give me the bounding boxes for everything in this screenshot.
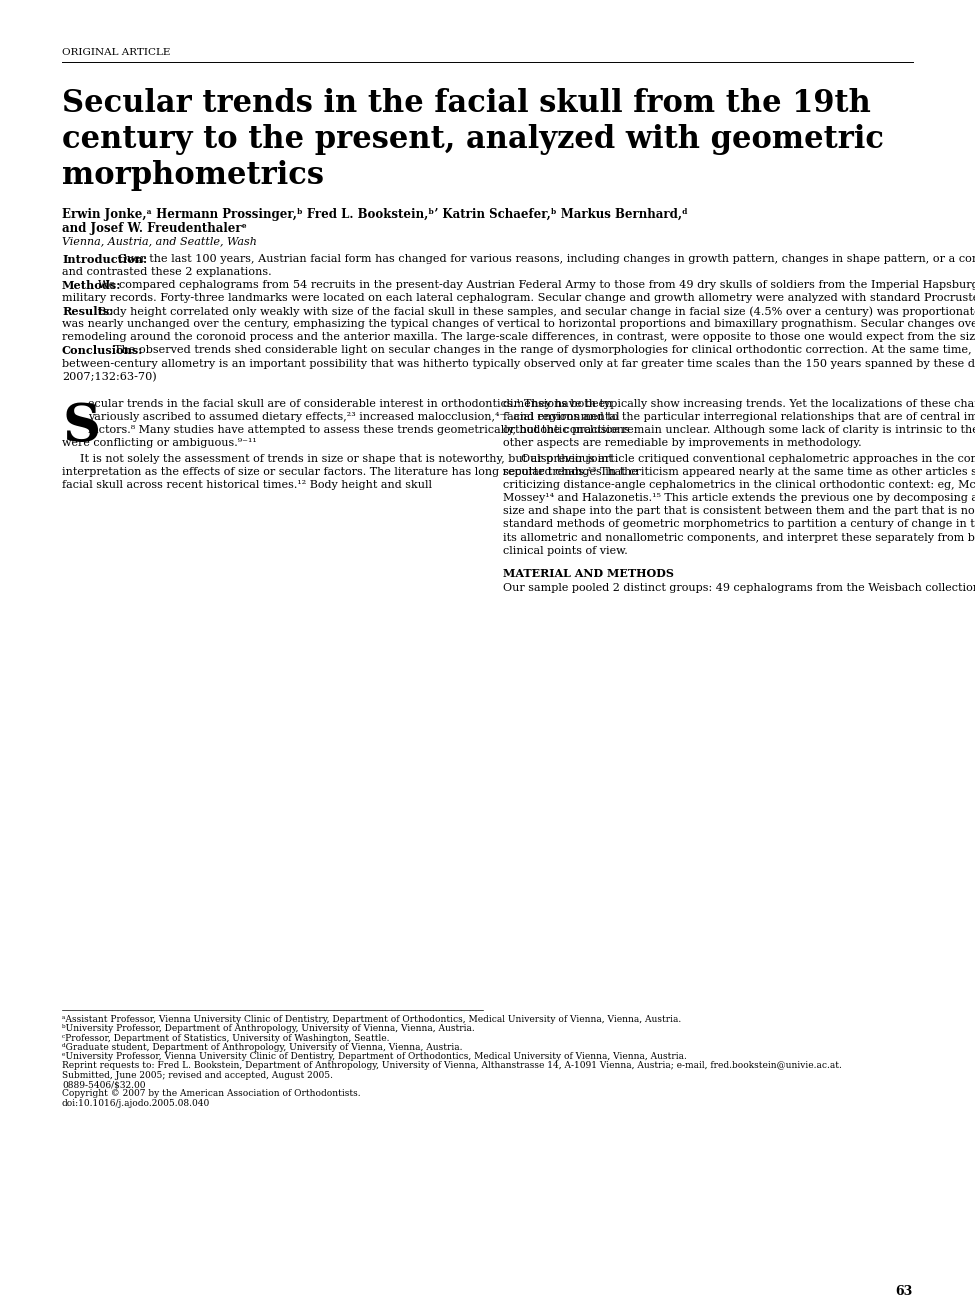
Text: Vienna, Austria, and Seattle, Wash: Vienna, Austria, and Seattle, Wash xyxy=(62,236,256,247)
Text: MATERIAL AND METHODS: MATERIAL AND METHODS xyxy=(503,568,674,578)
Text: Secular trends in the facial skull from the 19th: Secular trends in the facial skull from … xyxy=(62,87,871,119)
Text: 0889-5406/$32.00: 0889-5406/$32.00 xyxy=(62,1081,145,1090)
Text: ᵃAssistant Professor, Vienna University Clinic of Dentistry, Department of Ortho: ᵃAssistant Professor, Vienna University … xyxy=(62,1015,682,1024)
Text: ᵈGraduate student, Department of Anthropology, University of Vienna, Vienna, Aus: ᵈGraduate student, Department of Anthrop… xyxy=(62,1043,462,1052)
Text: Reprint requests to: Fred L. Bookstein, Department of Anthropology, University o: Reprint requests to: Fred L. Bookstein, … xyxy=(62,1061,841,1070)
Text: It is not solely the assessment of trends in size or shape that is noteworthy, b: It is not solely the assessment of trend… xyxy=(80,454,613,463)
Text: ecular trends in the facial skull are of considerable interest in orthodontics.¹: ecular trends in the facial skull are of… xyxy=(88,398,612,408)
Text: and Josef W. Freudenthalerᵉ: and Josef W. Freudenthalerᵉ xyxy=(62,222,247,235)
Text: ᵇUniversity Professor, Department of Anthropology, University of Vienna, Vienna,: ᵇUniversity Professor, Department of Ant… xyxy=(62,1024,475,1034)
Text: remodeling around the coronoid process and the anterior maxilla. The large-scale: remodeling around the coronoid process a… xyxy=(62,333,975,342)
Text: Copyright © 2007 by the American Association of Orthodontists.: Copyright © 2007 by the American Associa… xyxy=(62,1090,361,1099)
Text: S: S xyxy=(62,401,100,452)
Text: Conclusions:: Conclusions: xyxy=(62,346,143,356)
Text: Our sample pooled 2 distinct groups: 49 cephalograms from the Weisbach collectio: Our sample pooled 2 distinct groups: 49 … xyxy=(503,583,975,592)
Text: facial regions and to the particular interregional relationships that are of cen: facial regions and to the particular int… xyxy=(503,411,975,422)
Text: secular trends.¹³ That criticism appeared nearly at the same time as other artic: secular trends.¹³ That criticism appeare… xyxy=(503,467,975,478)
Text: century to the present, analyzed with geometric: century to the present, analyzed with ge… xyxy=(62,124,884,155)
Text: military records. Forty-three landmarks were located on each lateral cephalogram: military records. Forty-three landmarks … xyxy=(62,294,975,303)
Text: morphometrics: morphometrics xyxy=(62,161,324,191)
Text: variously ascribed to assumed dietary effects,²³ increased malocclusion,⁴⁻⁷ and : variously ascribed to assumed dietary ef… xyxy=(88,411,619,422)
Text: Body height correlated only weakly with size of the facial skull in these sample: Body height correlated only weakly with … xyxy=(98,307,975,317)
Text: doi:10.1016/j.ajodo.2005.08.040: doi:10.1016/j.ajodo.2005.08.040 xyxy=(62,1099,211,1108)
Text: Mossey¹⁴ and Halazonetis.¹⁵ This article extends the previous one by decomposing: Mossey¹⁴ and Halazonetis.¹⁵ This article… xyxy=(503,493,975,504)
Text: dimensions both typically show increasing trends. Yet the localizations of these: dimensions both typically show increasin… xyxy=(503,398,975,408)
Text: We compared cephalograms from 54 recruits in the present-day Austrian Federal Ar: We compared cephalograms from 54 recruit… xyxy=(98,281,975,290)
Text: Our previous article critiqued conventional cephalometric approaches in the cont: Our previous article critiqued conventio… xyxy=(521,454,975,463)
Text: were conflicting or ambiguous.⁹⁻¹¹: were conflicting or ambiguous.⁹⁻¹¹ xyxy=(62,437,256,448)
Text: Over the last 100 years, Austrian facial form has changed for various reasons, i: Over the last 100 years, Austrian facial… xyxy=(118,254,975,264)
Text: The observed trends shed considerable light on secular changes in the range of d: The observed trends shed considerable li… xyxy=(114,346,975,355)
Text: Methods:: Methods: xyxy=(62,281,121,291)
Text: factors.⁸ Many studies have attempted to assess these trends geometrically, but : factors.⁸ Many studies have attempted to… xyxy=(88,424,630,435)
Text: Erwin Jonke,ᵃ Hermann Prossinger,ᵇ Fred L. Bookstein,ᵇʼ Katrin Schaefer,ᵇ Markus: Erwin Jonke,ᵃ Hermann Prossinger,ᵇ Fred … xyxy=(62,207,688,221)
Text: clinical points of view.: clinical points of view. xyxy=(503,545,628,556)
Text: Submitted, June 2005; revised and accepted, August 2005.: Submitted, June 2005; revised and accept… xyxy=(62,1071,333,1079)
Text: other aspects are remediable by improvements in methodology.: other aspects are remediable by improvem… xyxy=(503,437,862,448)
Text: Results:: Results: xyxy=(62,307,113,317)
Text: ᵉUniversity Professor, Vienna University Clinic of Dentistry, Department of Orth: ᵉUniversity Professor, Vienna University… xyxy=(62,1052,686,1061)
Text: facial skull across recent historical times.¹² Body height and skull: facial skull across recent historical ti… xyxy=(62,480,432,491)
Text: criticizing distance-angle cephalometrics in the clinical orthodontic context: e: criticizing distance-angle cephalometric… xyxy=(503,480,975,491)
Text: orthodontic practice remain unclear. Although some lack of clarity is intrinsic : orthodontic practice remain unclear. Alt… xyxy=(503,424,975,435)
Text: was nearly unchanged over the century, emphasizing the typical changes of vertic: was nearly unchanged over the century, e… xyxy=(62,320,975,329)
Text: Introduction:: Introduction: xyxy=(62,254,147,265)
Text: size and shape into the part that is consistent between them and the part that i: size and shape into the part that is con… xyxy=(503,506,975,517)
Text: 63: 63 xyxy=(896,1285,913,1298)
Text: between-century allometry is an important possibility that was hitherto typicall: between-century allometry is an importan… xyxy=(62,359,975,369)
Text: interpretation as the effects of size or secular factors. The literature has lon: interpretation as the effects of size or… xyxy=(62,467,638,478)
Text: its allometric and nonallometric components, and interpret these separately from: its allometric and nonallometric compone… xyxy=(503,532,975,543)
Text: 2007;132:63-70): 2007;132:63-70) xyxy=(62,372,157,382)
Text: ᶜProfessor, Department of Statistics, University of Washington, Seattle.: ᶜProfessor, Department of Statistics, Un… xyxy=(62,1034,389,1043)
Text: ORIGINAL ARTICLE: ORIGINAL ARTICLE xyxy=(62,48,171,57)
Text: standard methods of geometric morphometrics to partition a century of change in : standard methods of geometric morphometr… xyxy=(503,519,975,530)
Text: and contrasted these 2 explanations.: and contrasted these 2 explanations. xyxy=(62,268,272,277)
